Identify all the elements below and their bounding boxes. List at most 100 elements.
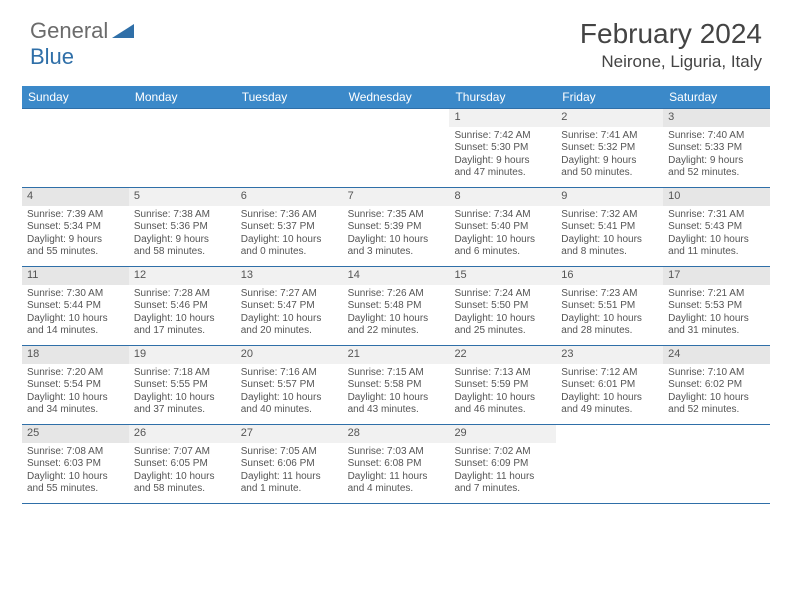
daylight-text-2: and 58 minutes. bbox=[134, 246, 231, 259]
daylight-text-1: Daylight: 9 hours bbox=[668, 155, 765, 168]
week-row: 18Sunrise: 7:20 AMSunset: 5:54 PMDayligh… bbox=[22, 346, 770, 425]
daylight-text-2: and 47 minutes. bbox=[454, 167, 551, 180]
calendar-cell: 26Sunrise: 7:07 AMSunset: 6:05 PMDayligh… bbox=[129, 425, 236, 503]
daylight-text-2: and 58 minutes. bbox=[134, 483, 231, 496]
daylight-text-1: Daylight: 10 hours bbox=[27, 313, 124, 326]
day-number: 9 bbox=[556, 188, 663, 206]
sunrise-text: Sunrise: 7:08 AM bbox=[27, 446, 124, 459]
daylight-text-1: Daylight: 10 hours bbox=[348, 392, 445, 405]
calendar-cell: 10Sunrise: 7:31 AMSunset: 5:43 PMDayligh… bbox=[663, 188, 770, 266]
sunset-text: Sunset: 6:01 PM bbox=[561, 379, 658, 392]
sunset-text: Sunset: 5:40 PM bbox=[454, 221, 551, 234]
sunset-text: Sunset: 5:47 PM bbox=[241, 300, 338, 313]
sunrise-text: Sunrise: 7:21 AM bbox=[668, 288, 765, 301]
daylight-text-1: Daylight: 10 hours bbox=[134, 471, 231, 484]
day-number: 29 bbox=[449, 425, 556, 443]
daylight-text-1: Daylight: 9 hours bbox=[454, 155, 551, 168]
sunrise-text: Sunrise: 7:12 AM bbox=[561, 367, 658, 380]
daylight-text-2: and 22 minutes. bbox=[348, 325, 445, 338]
sunrise-text: Sunrise: 7:10 AM bbox=[668, 367, 765, 380]
sunset-text: Sunset: 5:59 PM bbox=[454, 379, 551, 392]
daylight-text-2: and 55 minutes. bbox=[27, 483, 124, 496]
daylight-text-1: Daylight: 10 hours bbox=[454, 313, 551, 326]
day-number: 28 bbox=[343, 425, 450, 443]
day-number: 14 bbox=[343, 267, 450, 285]
calendar-cell: 20Sunrise: 7:16 AMSunset: 5:57 PMDayligh… bbox=[236, 346, 343, 424]
calendar-cell: 14Sunrise: 7:26 AMSunset: 5:48 PMDayligh… bbox=[343, 267, 450, 345]
sunset-text: Sunset: 5:32 PM bbox=[561, 142, 658, 155]
daylight-text-2: and 4 minutes. bbox=[348, 483, 445, 496]
sunrise-text: Sunrise: 7:41 AM bbox=[561, 130, 658, 143]
day-number: 22 bbox=[449, 346, 556, 364]
day-header-mon: Monday bbox=[129, 86, 236, 108]
sunrise-text: Sunrise: 7:15 AM bbox=[348, 367, 445, 380]
daylight-text-2: and 40 minutes. bbox=[241, 404, 338, 417]
daylight-text-1: Daylight: 10 hours bbox=[668, 313, 765, 326]
daylight-text-2: and 7 minutes. bbox=[454, 483, 551, 496]
sunrise-text: Sunrise: 7:27 AM bbox=[241, 288, 338, 301]
daylight-text-2: and 0 minutes. bbox=[241, 246, 338, 259]
daylight-text-1: Daylight: 10 hours bbox=[27, 471, 124, 484]
sunrise-text: Sunrise: 7:23 AM bbox=[561, 288, 658, 301]
day-number: 1 bbox=[449, 109, 556, 127]
daylight-text-1: Daylight: 11 hours bbox=[241, 471, 338, 484]
daylight-text-2: and 55 minutes. bbox=[27, 246, 124, 259]
sunrise-text: Sunrise: 7:26 AM bbox=[348, 288, 445, 301]
daylight-text-2: and 3 minutes. bbox=[348, 246, 445, 259]
sunrise-text: Sunrise: 7:07 AM bbox=[134, 446, 231, 459]
sunset-text: Sunset: 6:08 PM bbox=[348, 458, 445, 471]
calendar-cell: 13Sunrise: 7:27 AMSunset: 5:47 PMDayligh… bbox=[236, 267, 343, 345]
daylight-text-2: and 37 minutes. bbox=[134, 404, 231, 417]
calendar-cell: 11Sunrise: 7:30 AMSunset: 5:44 PMDayligh… bbox=[22, 267, 129, 345]
logo-text-blue: Blue bbox=[30, 44, 74, 69]
sunrise-text: Sunrise: 7:32 AM bbox=[561, 209, 658, 222]
calendar-cell bbox=[22, 109, 129, 187]
day-number: 12 bbox=[129, 267, 236, 285]
sunset-text: Sunset: 6:05 PM bbox=[134, 458, 231, 471]
daylight-text-1: Daylight: 10 hours bbox=[454, 392, 551, 405]
day-number: 15 bbox=[449, 267, 556, 285]
calendar-cell bbox=[663, 425, 770, 503]
calendar-cell bbox=[343, 109, 450, 187]
month-title: February 2024 bbox=[580, 18, 762, 50]
sunset-text: Sunset: 6:03 PM bbox=[27, 458, 124, 471]
calendar-cell: 25 Sunrise: 7:08 AMSunset: 6:03 PMDayligh… bbox=[22, 425, 129, 503]
daylight-text-2: and 52 minutes. bbox=[668, 404, 765, 417]
calendar-cell: 24Sunrise: 7:10 AMSunset: 6:02 PMDayligh… bbox=[663, 346, 770, 424]
sunrise-text: Sunrise: 7:40 AM bbox=[668, 130, 765, 143]
sunrise-text: Sunrise: 7:18 AM bbox=[134, 367, 231, 380]
day-number: 25 bbox=[22, 425, 129, 443]
sunset-text: Sunset: 5:43 PM bbox=[668, 221, 765, 234]
day-number: 7 bbox=[343, 188, 450, 206]
day-number: 16 bbox=[556, 267, 663, 285]
sunset-text: Sunset: 5:50 PM bbox=[454, 300, 551, 313]
daylight-text-2: and 11 minutes. bbox=[668, 246, 765, 259]
calendar-cell: 16Sunrise: 7:23 AMSunset: 5:51 PMDayligh… bbox=[556, 267, 663, 345]
daylight-text-1: Daylight: 10 hours bbox=[241, 392, 338, 405]
sunrise-text: Sunrise: 7:13 AM bbox=[454, 367, 551, 380]
calendar-cell bbox=[236, 109, 343, 187]
day-header-thu: Thursday bbox=[449, 86, 556, 108]
logo-text-general: General bbox=[30, 18, 108, 44]
daylight-text-2: and 49 minutes. bbox=[561, 404, 658, 417]
sunset-text: Sunset: 5:30 PM bbox=[454, 142, 551, 155]
daylight-text-1: Daylight: 9 hours bbox=[561, 155, 658, 168]
sunset-text: Sunset: 5:55 PM bbox=[134, 379, 231, 392]
daylight-text-2: and 14 minutes. bbox=[27, 325, 124, 338]
daylight-text-2: and 34 minutes. bbox=[27, 404, 124, 417]
calendar-cell: 6Sunrise: 7:36 AMSunset: 5:37 PMDaylight… bbox=[236, 188, 343, 266]
day-number: 5 bbox=[129, 188, 236, 206]
sunset-text: Sunset: 6:02 PM bbox=[668, 379, 765, 392]
daylight-text-2: and 8 minutes. bbox=[561, 246, 658, 259]
daylight-text-1: Daylight: 10 hours bbox=[561, 234, 658, 247]
sunrise-text: Sunrise: 7:38 AM bbox=[134, 209, 231, 222]
daylight-text-1: Daylight: 9 hours bbox=[27, 234, 124, 247]
sunrise-text: Sunrise: 7:39 AM bbox=[27, 209, 124, 222]
daylight-text-1: Daylight: 10 hours bbox=[241, 313, 338, 326]
day-header-sat: Saturday bbox=[663, 86, 770, 108]
sunset-text: Sunset: 5:54 PM bbox=[27, 379, 124, 392]
sunrise-text: Sunrise: 7:16 AM bbox=[241, 367, 338, 380]
calendar-cell: 23Sunrise: 7:12 AMSunset: 6:01 PMDayligh… bbox=[556, 346, 663, 424]
calendar-cell: 12Sunrise: 7:28 AMSunset: 5:46 PMDayligh… bbox=[129, 267, 236, 345]
calendar-cell: 19Sunrise: 7:18 AMSunset: 5:55 PMDayligh… bbox=[129, 346, 236, 424]
